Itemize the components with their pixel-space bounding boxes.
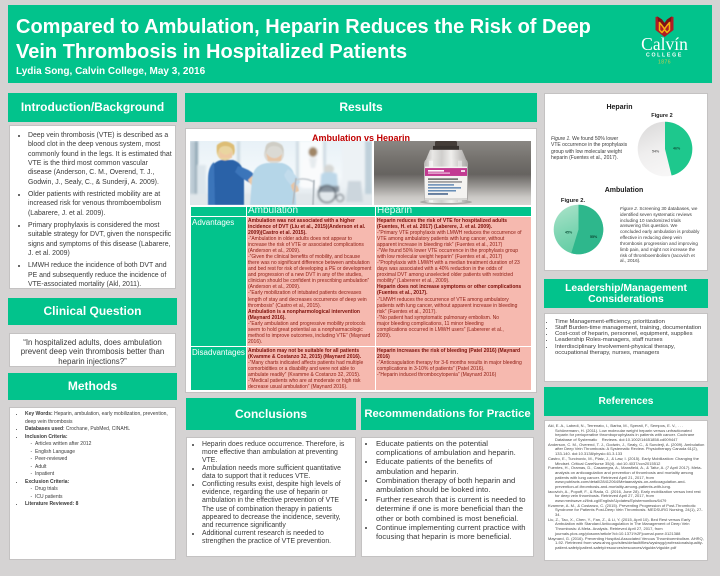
svg-text:54%: 54% — [652, 150, 660, 154]
svg-text:45%: 45% — [565, 231, 573, 235]
svg-text:46%: 46% — [673, 147, 681, 151]
svg-text:Calvín: Calvín — [641, 34, 688, 54]
svg-text:1876: 1876 — [658, 60, 671, 66]
svg-text:55%: 55% — [590, 235, 598, 239]
svg-text:COLLEGE: COLLEGE — [646, 53, 683, 59]
